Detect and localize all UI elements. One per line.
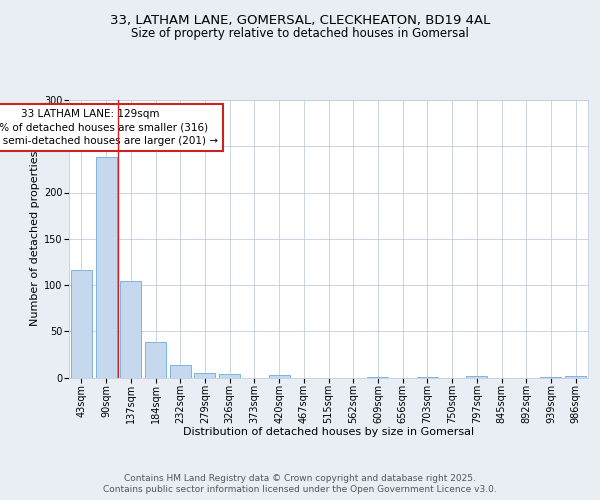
Bar (120, 282, 141, 378)
Bar (541, 376, 562, 378)
Bar (269, 374, 290, 378)
Text: Size of property relative to detached houses in Gomersal: Size of property relative to detached ho… (131, 28, 469, 40)
Bar (565, 376, 586, 378)
Bar (194, 373, 215, 378)
Bar (219, 374, 240, 378)
Bar (417, 376, 438, 378)
X-axis label: Distribution of detached houses by size in Gomersal: Distribution of detached houses by size … (183, 428, 474, 438)
Text: Contains HM Land Registry data © Crown copyright and database right 2025.: Contains HM Land Registry data © Crown c… (124, 474, 476, 483)
Text: 33, LATHAM LANE, GOMERSAL, CLECKHEATON, BD19 4AL: 33, LATHAM LANE, GOMERSAL, CLECKHEATON, … (110, 14, 490, 27)
Text: Contains public sector information licensed under the Open Government Licence v3: Contains public sector information licen… (103, 485, 497, 494)
Bar (367, 376, 388, 378)
Y-axis label: Number of detached properties: Number of detached properties (30, 151, 40, 326)
Bar (71, 270, 92, 378)
Bar (145, 342, 166, 378)
Bar (170, 366, 191, 378)
Bar (95, 158, 116, 378)
Bar (466, 376, 487, 378)
Text: 33 LATHAM LANE: 129sqm
← 61% of detached houses are smaller (316)
39% of semi-de: 33 LATHAM LANE: 129sqm ← 61% of detached… (0, 110, 218, 146)
